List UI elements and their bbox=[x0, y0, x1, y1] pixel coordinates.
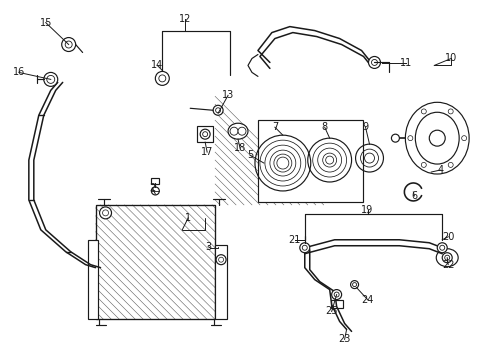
Ellipse shape bbox=[227, 123, 247, 139]
Circle shape bbox=[407, 136, 412, 141]
Text: 9: 9 bbox=[362, 122, 368, 132]
Bar bbox=[197, 126, 213, 142]
Circle shape bbox=[200, 129, 210, 139]
Circle shape bbox=[216, 255, 225, 265]
Circle shape bbox=[299, 243, 309, 253]
Text: 1: 1 bbox=[185, 213, 191, 223]
Text: 16: 16 bbox=[13, 67, 25, 77]
Text: 15: 15 bbox=[40, 18, 52, 28]
Text: 3: 3 bbox=[204, 242, 211, 252]
Circle shape bbox=[61, 37, 76, 51]
Text: 25: 25 bbox=[325, 306, 337, 316]
Text: 20: 20 bbox=[441, 232, 453, 242]
Circle shape bbox=[421, 162, 426, 167]
Circle shape bbox=[229, 127, 238, 135]
Bar bbox=[258, 120, 362, 202]
Text: 4: 4 bbox=[436, 165, 443, 175]
Text: 12: 12 bbox=[179, 14, 191, 24]
Text: 13: 13 bbox=[222, 90, 234, 100]
Text: 8: 8 bbox=[321, 122, 327, 132]
Text: 14: 14 bbox=[151, 60, 163, 71]
Text: 22: 22 bbox=[441, 260, 453, 270]
Text: 7: 7 bbox=[271, 122, 278, 132]
Bar bbox=[151, 178, 159, 184]
Text: 6: 6 bbox=[410, 191, 417, 201]
Text: 24: 24 bbox=[361, 294, 373, 305]
Circle shape bbox=[390, 134, 399, 142]
Text: 17: 17 bbox=[201, 147, 213, 157]
Ellipse shape bbox=[414, 112, 458, 164]
Circle shape bbox=[155, 71, 169, 85]
Bar bbox=[330, 300, 342, 307]
Text: 5: 5 bbox=[246, 150, 253, 160]
Circle shape bbox=[350, 280, 358, 289]
Ellipse shape bbox=[405, 102, 468, 174]
Text: 10: 10 bbox=[444, 54, 456, 63]
Circle shape bbox=[151, 187, 159, 195]
Bar bbox=[95, 205, 215, 319]
Circle shape bbox=[213, 105, 223, 115]
Bar bbox=[87, 240, 98, 319]
Circle shape bbox=[436, 243, 447, 253]
Text: 21: 21 bbox=[288, 235, 301, 245]
Circle shape bbox=[238, 127, 245, 135]
Text: 23: 23 bbox=[338, 334, 350, 345]
Circle shape bbox=[428, 130, 444, 146]
Circle shape bbox=[461, 136, 466, 141]
Circle shape bbox=[447, 162, 452, 167]
Bar bbox=[95, 205, 215, 319]
Circle shape bbox=[100, 207, 111, 219]
Bar bbox=[215, 245, 226, 319]
Circle shape bbox=[368, 57, 380, 68]
Ellipse shape bbox=[435, 249, 457, 267]
Circle shape bbox=[44, 72, 58, 86]
Circle shape bbox=[447, 109, 452, 114]
Text: 18: 18 bbox=[233, 143, 245, 153]
Text: 19: 19 bbox=[361, 205, 373, 215]
Circle shape bbox=[441, 253, 451, 263]
Circle shape bbox=[421, 109, 426, 114]
Text: 11: 11 bbox=[400, 58, 412, 68]
Text: 2: 2 bbox=[149, 183, 155, 193]
Circle shape bbox=[331, 289, 341, 300]
